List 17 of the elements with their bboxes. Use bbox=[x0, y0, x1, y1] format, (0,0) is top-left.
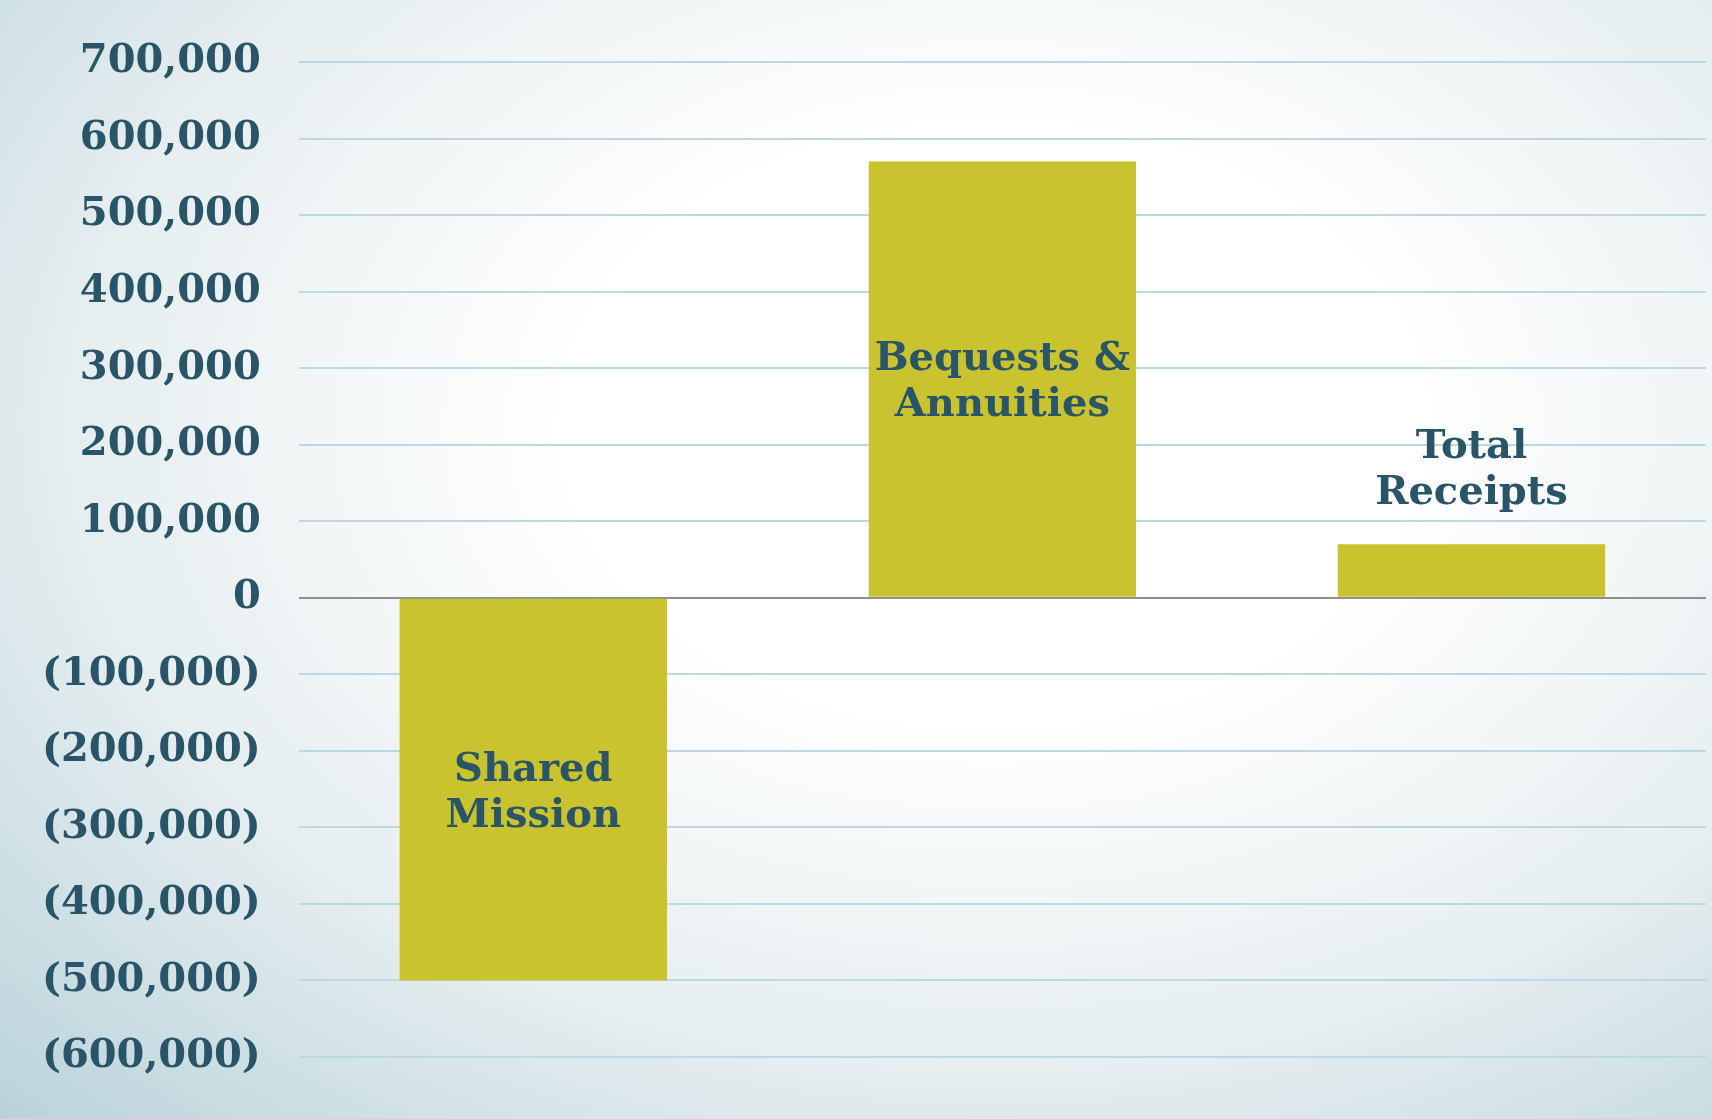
x-tick-label: Shared Mission bbox=[445, 742, 622, 836]
y-tick-label: (400,000) bbox=[41, 876, 261, 924]
x-tick-label: Bequests & Annuities bbox=[874, 332, 1131, 426]
y-tick-label: 0 bbox=[232, 570, 261, 618]
y-tick-label: (300,000) bbox=[41, 799, 261, 847]
y-tick-label: 200,000 bbox=[79, 417, 261, 465]
y-tick-label: 400,000 bbox=[79, 264, 261, 312]
y-tick-label: (100,000) bbox=[41, 646, 261, 694]
y-tick-label: (500,000) bbox=[41, 952, 261, 1000]
y-tick-label: 700,000 bbox=[79, 34, 261, 82]
y-tick-label: (200,000) bbox=[41, 723, 261, 771]
y-tick-label: 500,000 bbox=[79, 187, 261, 235]
y-tick-label: 300,000 bbox=[79, 340, 261, 388]
y-tick-label: (600,000) bbox=[41, 1029, 261, 1077]
x-tick-label: Total Receipts bbox=[1375, 420, 1568, 514]
y-tick-label: 100,000 bbox=[79, 493, 261, 541]
y-tick-label: 600,000 bbox=[79, 110, 261, 158]
